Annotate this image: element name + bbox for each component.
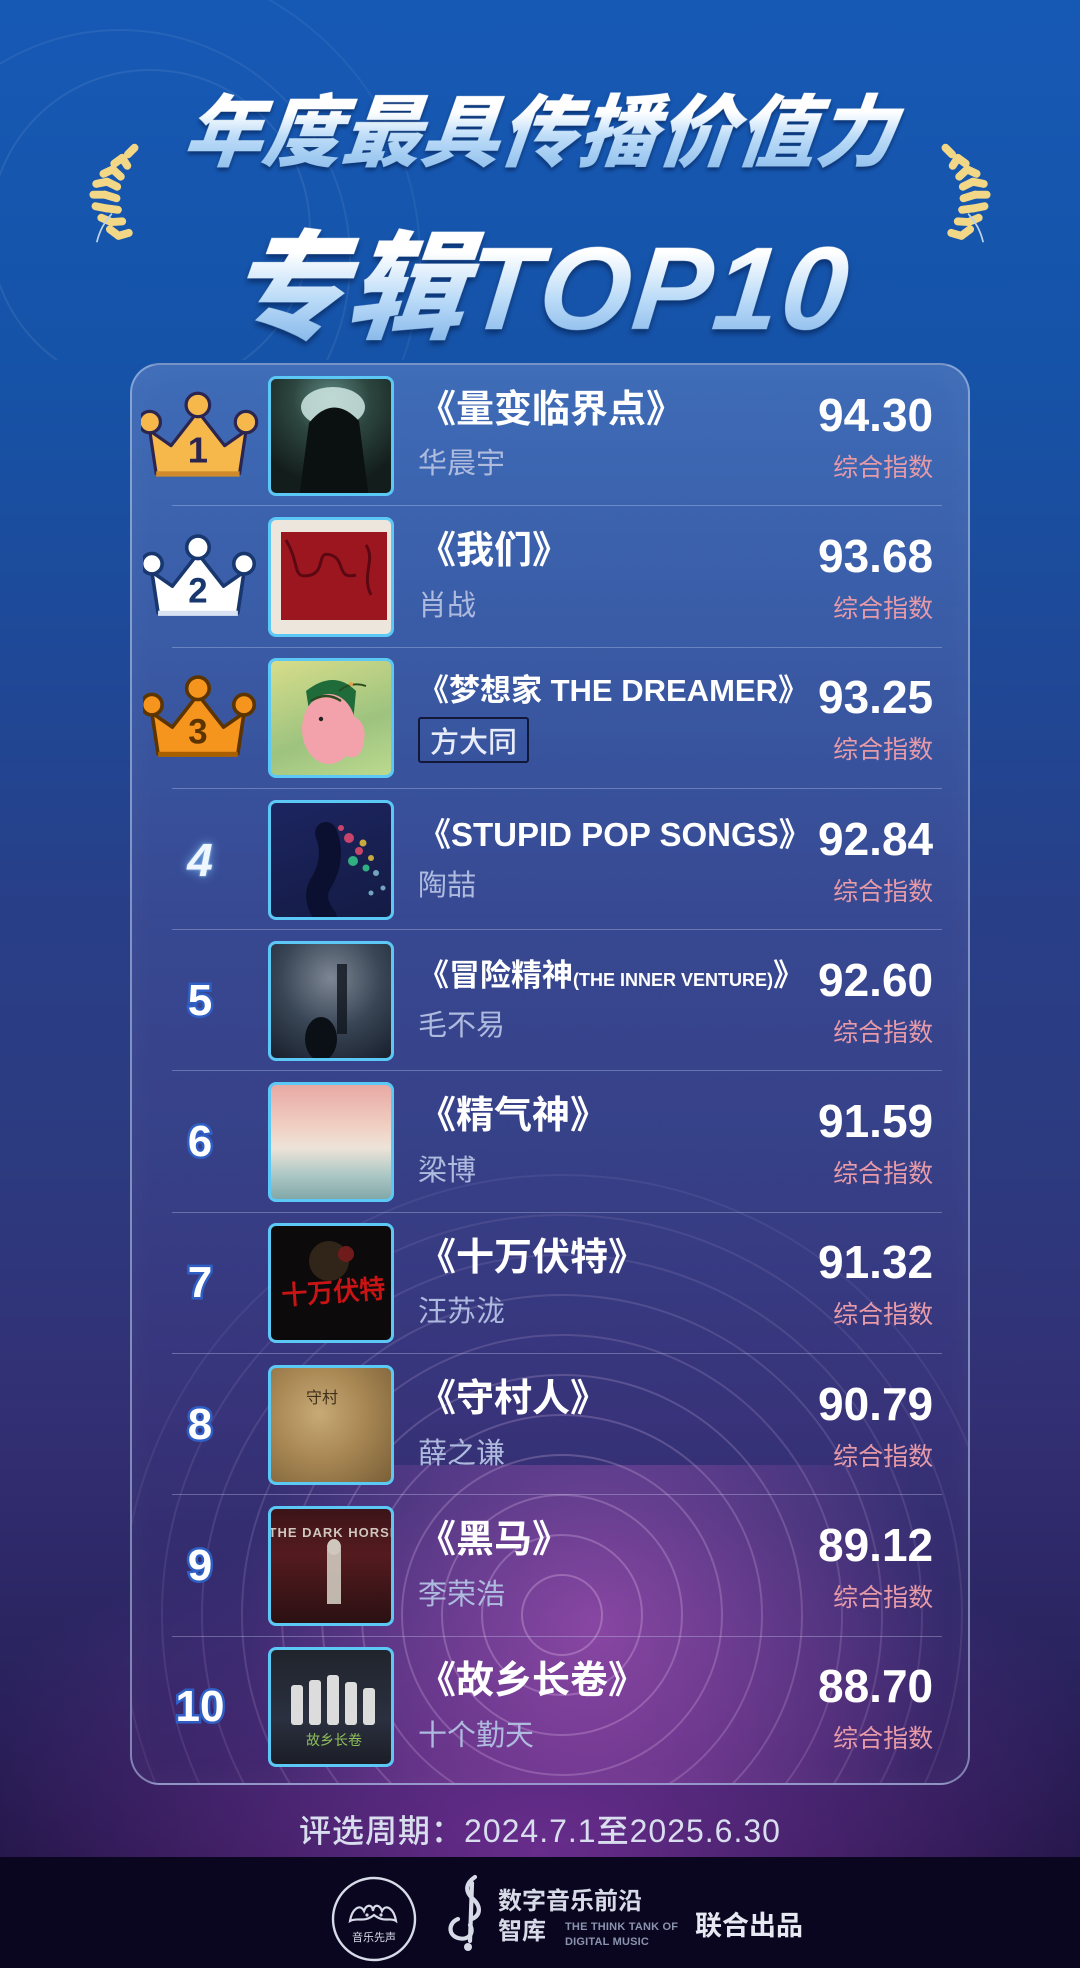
svg-text:十万伏特: 十万伏特 bbox=[280, 1274, 386, 1311]
svg-text:2: 2 bbox=[188, 573, 207, 611]
svg-text:故乡长卷: 故乡长卷 bbox=[306, 1732, 362, 1748]
svg-text:3: 3 bbox=[188, 714, 207, 752]
svg-text:THE DARK HORSE: THE DARK HORSE bbox=[271, 1525, 394, 1540]
svg-text:1: 1 bbox=[188, 429, 208, 470]
svg-text:守村: 守村 bbox=[306, 1389, 338, 1407]
svg-text:音乐先声: 音乐先声 bbox=[352, 1930, 396, 1944]
